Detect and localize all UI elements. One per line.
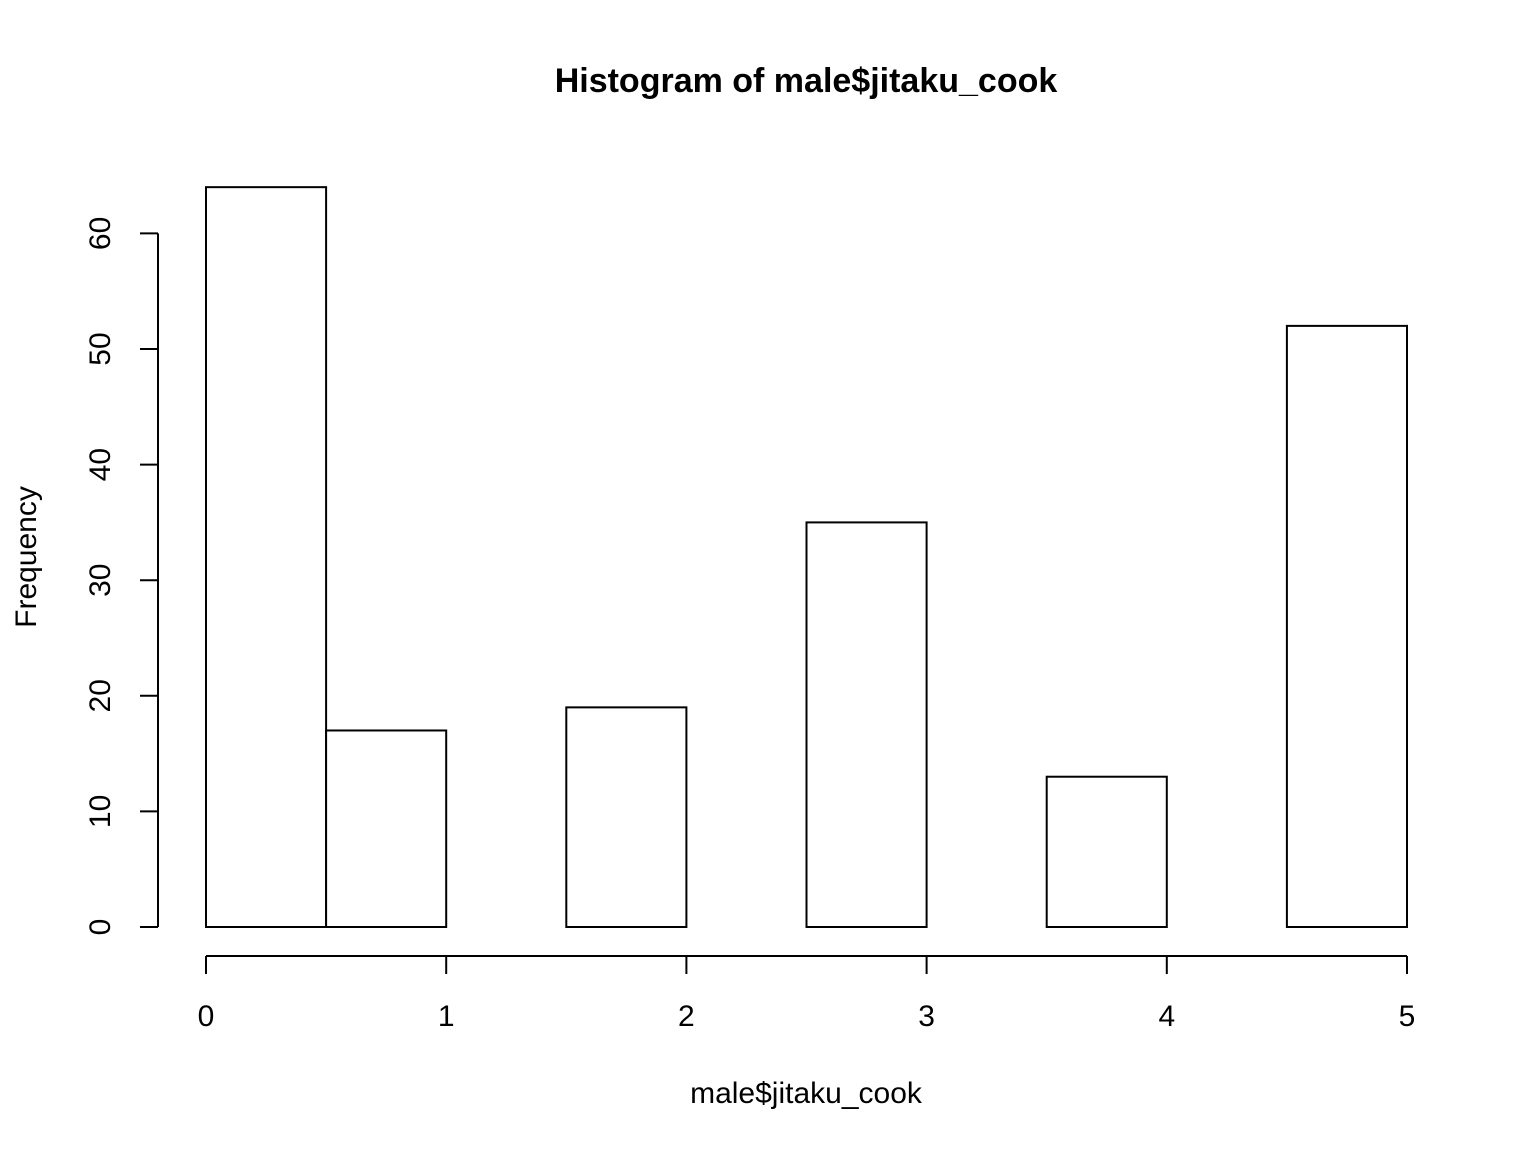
- histogram-bar: [1285, 324, 1409, 928]
- y-tick-label: 60: [84, 217, 117, 250]
- y-tick-label: 0: [84, 919, 117, 936]
- x-tick-label: 0: [198, 1000, 215, 1033]
- y-tick-label: 20: [84, 679, 117, 712]
- histogram-bar: [805, 521, 928, 929]
- histogram-bar: [565, 706, 688, 928]
- y-tick-label: 10: [84, 795, 117, 828]
- histogram-bar: [205, 186, 328, 929]
- y-tick-label: 50: [84, 332, 117, 365]
- y-axis: 0 10 20 30 40 50 60: [84, 217, 159, 936]
- x-axis-title: male$jitaku_cook: [690, 1077, 923, 1110]
- y-tick-label: 40: [84, 448, 117, 481]
- x-axis: 0 1 2 3 4 5: [198, 955, 1416, 1033]
- histogram-bar: [325, 729, 448, 928]
- x-tick-label: 1: [438, 1000, 455, 1033]
- x-tick-label: 3: [918, 1000, 935, 1033]
- x-tick-label: 2: [678, 1000, 695, 1033]
- y-tick-label: 30: [84, 564, 117, 597]
- x-tick-label: 5: [1399, 1000, 1416, 1033]
- x-tick-label: 4: [1158, 1000, 1175, 1033]
- y-axis-title: Frequency: [10, 486, 43, 628]
- chart-title: Histogram of male$jitaku_cook: [555, 62, 1058, 100]
- bars-layer: [205, 186, 1409, 929]
- histogram-bar: [1045, 775, 1168, 928]
